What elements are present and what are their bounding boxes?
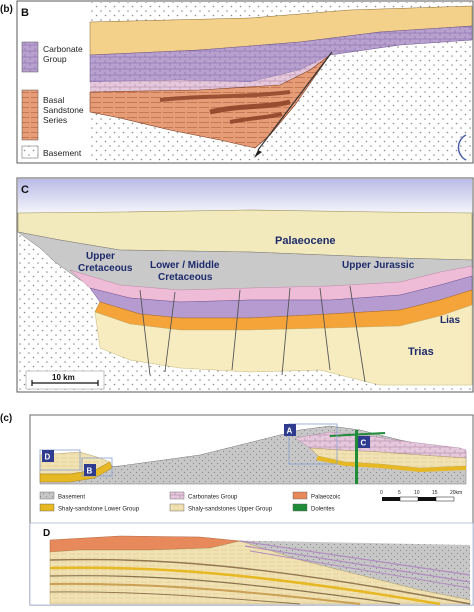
inset-frame-b bbox=[81, 457, 113, 477]
svg-text:B: B bbox=[87, 467, 93, 476]
marker-a: A bbox=[284, 424, 296, 436]
panel-b-dark-band bbox=[229, 112, 283, 124]
panel-c-letter: C bbox=[21, 184, 29, 196]
lower-middle-cretaceous-label-2: Cretaceous bbox=[158, 272, 213, 283]
palaeocene-label: Palaeocene bbox=[275, 235, 336, 247]
panel-c-faults bbox=[139, 285, 366, 383]
panel-c2: (c) A B C D bbox=[0, 413, 474, 606]
legend-basement: Basement bbox=[43, 148, 82, 158]
marker-c: C bbox=[358, 436, 370, 448]
panel-d-band bbox=[49, 558, 471, 605]
panel-c2-outer-label: (c) bbox=[0, 413, 12, 424]
panel-c-trias bbox=[94, 304, 473, 386]
panel-b: Carbonate Group Basal Sandstone Series B… bbox=[0, 0, 474, 164]
panel-d-band bbox=[49, 575, 401, 605]
legend-carbonate-line2: Group bbox=[43, 54, 67, 64]
panel-c-scale-label: 10 km bbox=[52, 373, 75, 382]
panel-d-band bbox=[49, 582, 361, 605]
inset-frame-a bbox=[288, 423, 338, 465]
panel-c-scale-bar bbox=[31, 380, 99, 386]
panel-b-legend: Carbonate Group Basal Sandstone Series B… bbox=[21, 41, 84, 159]
panel-c-fault bbox=[139, 289, 151, 376]
panel-c-fault bbox=[281, 287, 291, 376]
panel-c-scale-box bbox=[25, 370, 105, 390]
legend-dolerites: Dolerites bbox=[311, 507, 335, 513]
panel-b-edge-mark bbox=[457, 134, 467, 161]
legend-carbonates-group: Carbonates Group bbox=[188, 495, 238, 501]
basement-swatch bbox=[39, 491, 55, 500]
panel-b-dark-band bbox=[209, 99, 291, 115]
panel-d-carbonate-lines bbox=[244, 545, 471, 583]
panel-d-carbonate-lines bbox=[249, 550, 471, 589]
panel-d-letter: D bbox=[43, 528, 50, 539]
panel-c-fault bbox=[164, 291, 176, 373]
basal-sandstone-swatch bbox=[21, 89, 39, 141]
panel-c2-dolerite-sill bbox=[329, 432, 386, 437]
panel-d: D bbox=[29, 522, 474, 606]
lower-middle-cretaceous-label-1: Lower / Middle bbox=[150, 260, 220, 271]
legend-basement-2: Basement bbox=[58, 495, 85, 501]
scale-tick-0: 0 bbox=[380, 490, 383, 496]
legend-basal-line3: Series bbox=[43, 115, 67, 125]
legend-shaly-lower: Shaly-sandstone Lower Group bbox=[58, 507, 140, 513]
upper-cretaceous-label-2: Cretaceous bbox=[78, 263, 133, 274]
panel-b-fault-arrow bbox=[254, 150, 262, 158]
panel-b-fault bbox=[257, 51, 333, 151]
panel-b-letter: B bbox=[21, 7, 29, 19]
scale-tick-5: 5 bbox=[398, 490, 401, 496]
legend-shaly-upper: Shaly-sandstones Upper Group bbox=[188, 507, 273, 513]
panel-c-fault bbox=[231, 289, 241, 371]
panel-c-fault bbox=[319, 287, 331, 371]
svg-text:A: A bbox=[287, 427, 293, 436]
panel-d-band bbox=[49, 591, 301, 605]
lias-label: Lias bbox=[440, 315, 460, 326]
scale-tick-10: 10 bbox=[414, 490, 420, 496]
scale-tick-20km: 20km bbox=[450, 490, 462, 496]
panel-c2-dolerite bbox=[355, 430, 358, 484]
carbonate-swatch bbox=[21, 41, 39, 73]
panel-b-outer-label: (b) bbox=[0, 4, 13, 15]
trias-label: Trias bbox=[408, 346, 434, 358]
panel-c2-right-basin-lower bbox=[316, 456, 466, 472]
legend-palaeozoic: Palaeozoic bbox=[311, 495, 340, 501]
panel-d-carbonate-lines bbox=[239, 540, 471, 576]
panel-c2-legend: Basement Carbonates Group Palaeozoic Sha… bbox=[39, 491, 340, 513]
svg-text:C: C bbox=[361, 439, 367, 448]
panel-c2-scale-bar: 0 5 10 15 20km bbox=[380, 490, 462, 502]
palaeozoic-swatch bbox=[292, 491, 308, 500]
legend-basal-line2: Sandstone bbox=[43, 105, 84, 115]
svg-text:D: D bbox=[45, 453, 51, 462]
carbonates-group-swatch bbox=[169, 491, 185, 500]
panel-b-dark-band bbox=[159, 90, 291, 102]
panel-c: Palaeocene Upper Cretaceous Lower / Midd… bbox=[16, 177, 474, 393]
panel-b-pink-layer bbox=[90, 55, 330, 92]
panel-b-frame bbox=[16, 0, 474, 164]
scale-tick-15: 15 bbox=[432, 490, 438, 496]
legend-carbonate-line1: Carbonate bbox=[43, 44, 83, 54]
marker-d: D bbox=[42, 450, 54, 462]
panel-c-fault bbox=[349, 285, 366, 383]
legend-basal-line1: Basal bbox=[43, 95, 64, 105]
shaly-upper-swatch bbox=[169, 503, 185, 512]
upper-jurassic-label: Upper Jurassic bbox=[342, 260, 415, 271]
panel-d-band bbox=[49, 566, 441, 606]
inset-frame-d bbox=[39, 449, 81, 471]
basement-swatch bbox=[21, 145, 39, 159]
shaly-lower-swatch bbox=[39, 503, 55, 512]
upper-cretaceous-label-1: Upper bbox=[86, 251, 115, 262]
dolerites-swatch bbox=[292, 503, 308, 512]
marker-b: B bbox=[84, 464, 96, 476]
